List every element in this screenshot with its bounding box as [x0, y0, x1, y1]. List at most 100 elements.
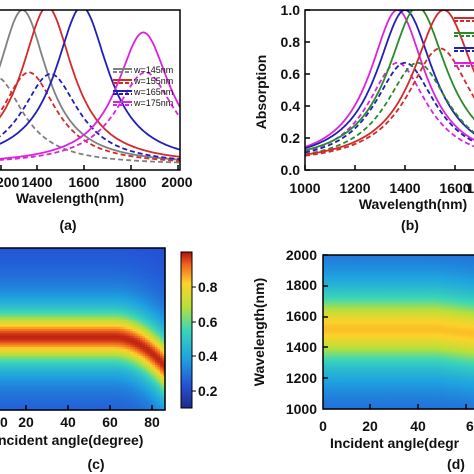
c-heat-cell [100, 281, 104, 285]
c-heat-cell [145, 378, 149, 382]
c-heat-cell [12, 317, 16, 321]
c-heat-cell [92, 299, 96, 303]
c-heat-cell [57, 277, 61, 281]
c-heat-cell [32, 394, 36, 398]
c-heat-cell [127, 398, 131, 402]
c-heat-cell [107, 270, 111, 274]
c-heat-cell [60, 293, 64, 296]
c-heat-cell [47, 380, 51, 384]
c-heat-cell [105, 252, 109, 256]
c-heat-cell [152, 331, 156, 335]
c-heat-cell [10, 320, 14, 323]
c-heat-cell [122, 387, 126, 391]
c-heat-cell [130, 268, 134, 272]
c-heat-cell [155, 347, 159, 350]
c-heat-cell [10, 380, 14, 384]
c-heat-cell [22, 329, 26, 332]
c-heat-cell [117, 290, 121, 294]
c-heat-cell [140, 398, 144, 402]
c-heat-cell [110, 405, 114, 409]
c-heat-cell [142, 302, 146, 305]
c-heat-cell [125, 317, 129, 321]
c-heat-cell [147, 281, 151, 285]
c-heat-cell [2, 304, 6, 308]
c-heat-cell [117, 254, 121, 258]
c-heat-cell [112, 297, 116, 301]
c-heat-cell [82, 324, 86, 328]
c-heat-cell [122, 275, 126, 278]
c-heat-cell [45, 385, 49, 389]
c-heat-cell [60, 371, 64, 375]
c-heat-cell [10, 315, 14, 319]
c-heat-cell [137, 284, 141, 287]
c-heat-cell [12, 304, 16, 308]
c-heat-cell [92, 374, 96, 377]
c-heat-cell [15, 342, 19, 346]
c-heat-cell [115, 335, 119, 339]
c-heat-cell [130, 320, 134, 323]
c-heat-cell [97, 351, 101, 355]
c-heat-cell [65, 374, 69, 377]
c-heat-cell [25, 259, 29, 263]
c-heat-cell [32, 248, 36, 251]
d-heat-cell [326, 327, 330, 331]
c-heat-cell [115, 286, 119, 290]
a-xtick-label: 1600 [68, 174, 99, 190]
c-heat-cell [92, 248, 96, 251]
c-heat-cell [42, 374, 46, 377]
c-heat-cell [147, 403, 151, 407]
c-heat-cell [55, 358, 59, 362]
c-heat-cell [155, 324, 159, 328]
c-heat-cell [82, 349, 86, 353]
c-heat-cell [147, 250, 151, 254]
c-heat-cell [62, 320, 66, 323]
c-heat-cell [120, 356, 124, 359]
d-heat-cell [326, 263, 330, 267]
c-heat-cell [90, 326, 94, 330]
c-heat-cell [32, 371, 36, 375]
c-heat-cell [80, 248, 84, 251]
c-heat-cell [70, 315, 74, 319]
c-heat-cell [142, 297, 146, 301]
c-heat-cell [12, 299, 16, 303]
c-heat-cell [82, 263, 86, 267]
c-heat-cell [47, 250, 51, 254]
c-heat-cell [85, 333, 89, 337]
c-heat-cell [107, 385, 111, 389]
c-heat-cell [57, 383, 61, 386]
c-heat-cell [42, 295, 46, 299]
d-heat-cell [326, 323, 330, 326]
c-heat-cell [92, 293, 96, 296]
c-heat-cell [2, 335, 6, 339]
c-heat-cell [115, 398, 119, 402]
c-heat-cell [27, 351, 31, 355]
c-heat-cell [160, 259, 164, 263]
c-heat-cell [95, 335, 99, 339]
c-heat-cell [117, 320, 121, 323]
c-heat-cell [150, 365, 154, 368]
c-heat-cell [32, 263, 36, 267]
c-heat-cell [140, 304, 144, 308]
c-heat-cell [152, 378, 156, 382]
c-heat-cell [12, 378, 16, 382]
c-heat-cell [17, 308, 21, 312]
c-heat-cell [10, 362, 14, 366]
c-heat-cell [155, 331, 159, 335]
c-heat-cell [152, 340, 156, 344]
c-heat-cell [20, 320, 24, 323]
c-heat-cell [157, 284, 161, 287]
c-heat-cell [157, 308, 161, 312]
c-heat-cell [37, 387, 41, 391]
c-heat-cell [102, 349, 106, 353]
c-heat-cell [120, 340, 124, 344]
c-heat-cell [105, 331, 109, 335]
c-heat-cell [147, 374, 151, 377]
c-heat-cell [155, 322, 159, 326]
c-heat-cell [45, 394, 49, 398]
c-heat-cell [145, 281, 149, 285]
c-heat-cell [42, 270, 46, 274]
c-heat-cell [47, 248, 51, 251]
c-heat-cell [130, 407, 134, 411]
c-heat-cell [117, 302, 121, 305]
c-heat-cell [140, 252, 144, 256]
